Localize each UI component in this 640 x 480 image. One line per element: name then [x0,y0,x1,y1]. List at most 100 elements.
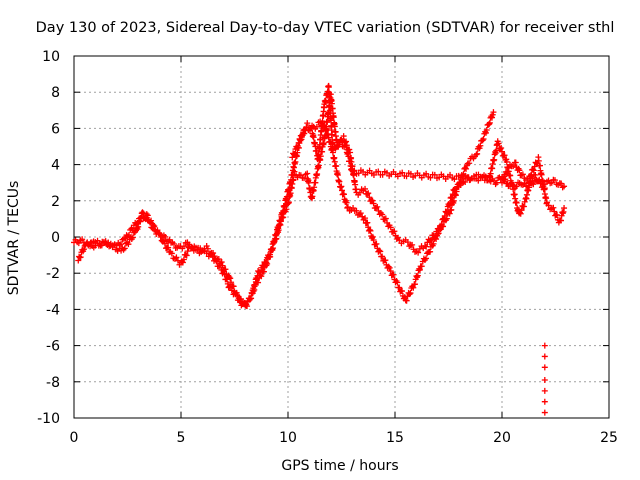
data-point-trace [501,176,508,183]
data-point-trace [518,207,525,214]
data-point-trace [382,257,389,264]
data-point [541,398,548,405]
y-tick-label: 4 [51,158,60,174]
data-point-trace [337,184,344,191]
data-point [212,255,219,262]
chart-title: Day 130 of 2023, Sidereal Day-to-day VTE… [36,20,615,36]
data-point-trace [415,249,422,256]
data-point-trace [338,187,345,194]
data-point-trace [144,212,151,219]
data-point-trace [357,210,364,217]
data-point-trace [287,190,294,197]
data-point-trace [208,249,215,256]
data-point-trace [133,221,140,228]
data-point [490,109,497,116]
data-point-trace [493,179,500,186]
data-point [499,179,505,186]
data-point-trace [260,268,267,275]
data-point-trace [301,130,308,137]
data-point [543,199,550,206]
data-point-trace [375,168,382,175]
data-point [473,151,480,158]
data-point-trace [292,158,299,165]
data-point-trace [539,177,546,184]
data-point-trace [554,212,561,219]
data-point-trace [551,177,558,184]
data-point-trace [440,223,447,230]
data-point-trace [498,145,505,152]
data-point-trace [316,141,323,148]
data-point-trace [551,208,558,215]
data-point [505,165,512,172]
y-tick-label: -2 [46,266,60,282]
data-point-trace [423,170,430,177]
data-point-trace [180,256,187,263]
y-tick-label: -4 [46,302,60,318]
data-point-trace [291,150,298,157]
data-point-trace [162,233,169,240]
data-point-trace [462,178,469,185]
data-point [396,284,403,291]
data-point-trace [479,173,486,180]
tick-labels: 0 5 10 15 20 25 -10 -8 -6 -4 -2 0 2 4 6 8 10 [37,49,618,446]
data-point-trace [530,181,537,188]
data-point-trace [449,198,456,205]
data-point-trace [250,288,257,295]
data-point [387,268,394,275]
data-point-trace [118,241,125,248]
data-point-trace [298,136,305,143]
data-point-trace [126,232,133,239]
data-point-trace [394,279,401,286]
y-tick-label: 2 [51,194,60,210]
data-point-trace [495,140,502,147]
data-point-trace [448,206,455,213]
data-point-trace [403,297,410,304]
data-point-trace [294,143,301,150]
data-point-trace [491,156,498,163]
data-point-trace [521,180,528,187]
data-point-trace [513,199,520,206]
data-point [561,183,568,190]
data-point [370,200,377,207]
y-tick-label: -8 [46,375,60,391]
x-tick-label: 25 [600,430,618,446]
data-point-trace [161,240,168,247]
data-point-trace [128,225,135,232]
data-point-trace [403,173,410,180]
data-point-trace [503,158,510,165]
data-point [150,221,157,228]
data-point-trace [318,127,325,134]
data-point-trace [322,133,329,140]
data-point-trace [325,84,332,91]
data-points [71,82,568,416]
data-point-trace [369,197,376,204]
data-point-trace [356,189,363,196]
data-point-trace [543,195,550,202]
data-point-trace [385,263,392,270]
data-point-trace [431,171,438,178]
data-point-trace [234,293,241,300]
data-point-trace [290,176,297,183]
data-point-trace [455,183,462,190]
data-point-trace [364,219,371,226]
data-point-trace [407,290,414,297]
data-point [362,215,369,222]
data-point [203,243,210,250]
data-point-trace [538,171,545,178]
data-point-trace [416,266,423,273]
data-point-trace [529,175,536,182]
data-point [541,376,548,383]
y-tick-label: 8 [51,85,60,101]
data-point-trace [527,178,534,185]
data-point-trace [452,191,459,198]
data-point-trace [251,286,258,293]
data-point-trace [315,151,322,158]
data-point-trace [377,248,384,255]
data-point-trace [448,194,455,201]
data-point-trace [308,125,315,132]
data-point-trace [221,271,228,278]
data-point-trace [433,236,440,243]
data-point-trace [207,250,214,257]
data-point-trace [243,301,250,308]
